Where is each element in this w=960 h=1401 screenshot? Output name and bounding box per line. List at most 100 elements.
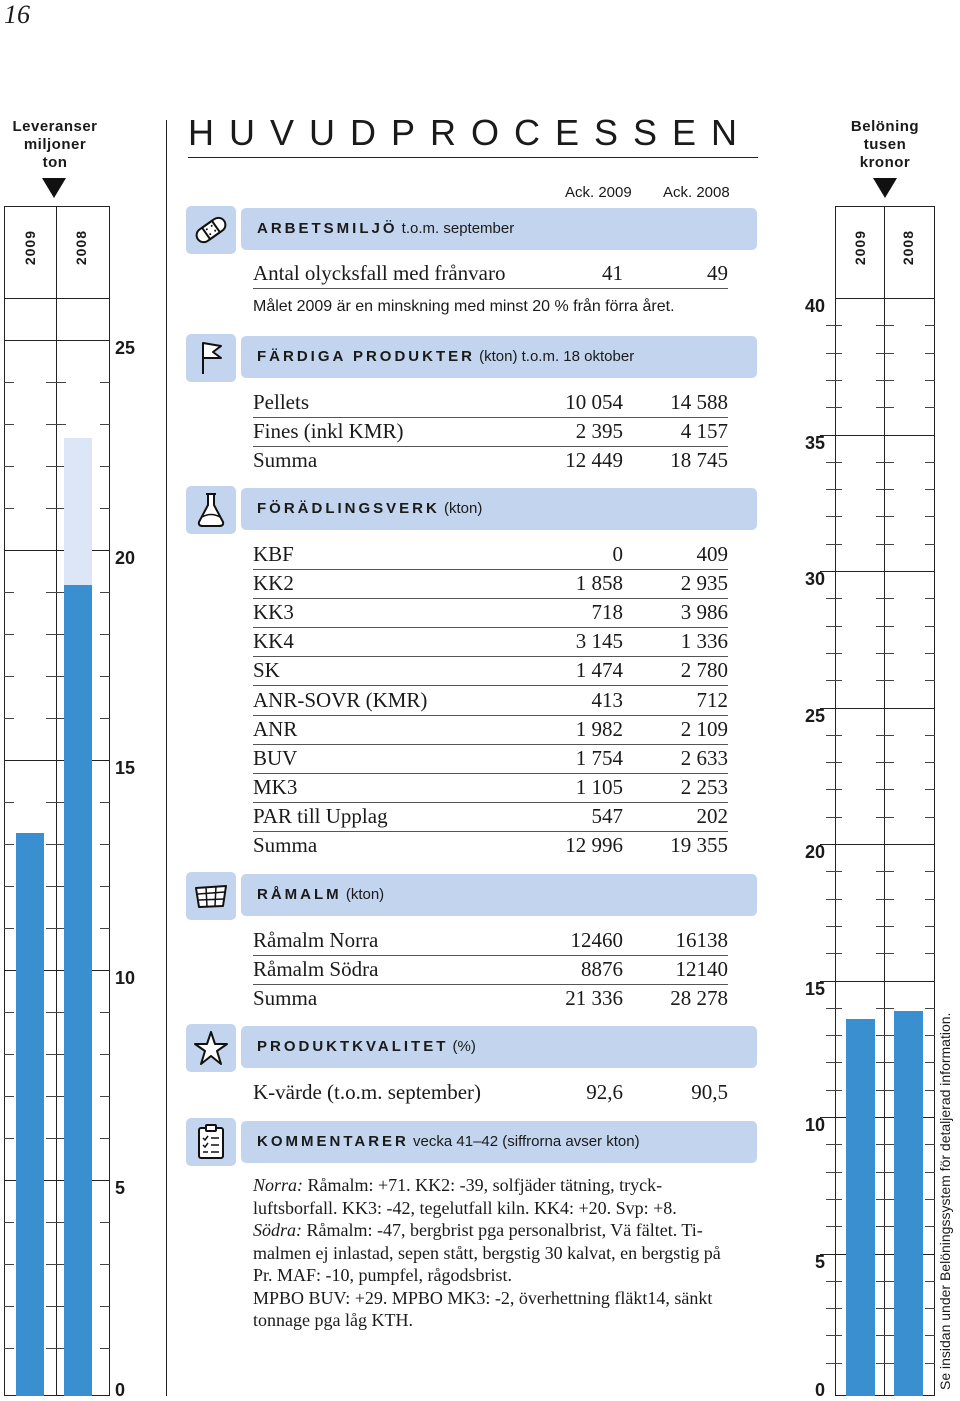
row-label: Summa [253,986,318,1010]
row-value-2008: 409 [696,542,729,566]
left-axis-title-line: Leveranser [12,118,98,135]
left-minor-tick [4,802,14,803]
right-axis-label: 30 [804,569,825,589]
right-minor-tick [826,680,842,682]
row-value-2008: 3 986 [680,600,728,625]
right-chart-divider [884,206,885,1396]
comment-sodra: Södra: Råmalm: -47, bergbrist pga person… [253,1219,733,1287]
section-header-produktkvalitet: PRODUKTKVALITET (%) [241,1026,757,1068]
right-minor-tick [876,1062,894,1064]
section-title: PRODUKTKVALITET [257,1038,449,1055]
left-minor-tick [100,844,110,845]
left-major-gridline [4,760,110,761]
table-row: KBF 0 409 [253,540,728,570]
row-label: BUV [253,745,298,770]
row-value-2008: 18 745 [670,448,728,472]
right-minor-tick [925,1035,935,1037]
right-minor-tick [925,461,935,463]
section-title: FÄRDIGA PRODUKTER [257,348,475,365]
left-minor-tick [46,424,66,425]
left-year-separator [4,298,110,299]
section-header-fardiga-produkter: FÄRDIGA PRODUKTER (kton) t.o.m. 18 oktob… [241,336,757,378]
row-label: SK [253,658,280,683]
right-minor-tick [826,1144,842,1146]
section-header-kommentarer: KOMMENTARER vecka 41–42 (siffrorna avser… [241,1121,757,1163]
row-value-2009: 10 054 [565,390,623,414]
comments-text: Norra: Råmalm: +71. KK2: -39, solfjäder … [253,1174,733,1332]
left-minor-tick [100,1096,110,1097]
right-minor-tick [925,871,935,873]
row-value-2009: 8876 [581,957,623,981]
left-minor-tick [100,886,110,887]
right-minor-tick [826,1226,842,1228]
right-axis-label: 15 [804,978,825,999]
left-minor-tick [100,802,110,803]
right-minor-tick [876,1362,894,1364]
left-minor-tick [46,1348,66,1349]
left-minor-tick [100,1054,110,1055]
right-minor-tick [925,925,935,927]
table-row: ANR 1 982 2 109 [253,715,728,745]
right-minor-tick [925,734,935,736]
goal-note: Målet 2009 är en minskning med minst 20 … [253,298,675,315]
left-minor-tick [46,466,66,467]
right-minor-tick [876,925,894,927]
row-value-2009: 1 982 [575,716,623,741]
table-row: ANR-SOVR (KMR) 413 712 [253,686,728,716]
left-minor-tick [4,382,14,383]
table-row: Summa 12 996 19 355 [253,831,728,860]
right-major-gridline [820,571,935,572]
down-arrow-icon [873,178,897,198]
row-value-2009: 1 474 [575,658,623,683]
left-minor-tick [46,508,66,509]
table-row: PAR till Upplag 547 202 [253,802,728,832]
left-minor-tick [4,844,14,845]
section-title: KOMMENTARER [257,1133,409,1150]
section-title: ARBETSMILJÖ [257,220,398,237]
row-value-2009: 718 [591,600,624,625]
right-minor-tick [876,1198,894,1200]
section-suffix: (kton) [439,500,483,517]
down-arrow-icon [42,178,66,198]
right-axis-title-line: Belöning [850,118,920,135]
left-minor-tick [46,886,66,887]
page-number: 16 [4,0,30,29]
row-value-2009: 547 [591,803,624,828]
row-label: Pellets [253,390,309,414]
left-minor-tick [4,1264,14,1265]
right-minor-tick [826,379,842,381]
left-minor-tick [4,1054,14,1055]
section-suffix: (kton) t.o.m. 18 oktober [474,348,635,365]
right-minor-tick [876,762,894,764]
comment-label: Norra: [253,1175,304,1195]
left-bar-2009 [16,833,44,1396]
left-minor-tick [100,424,110,425]
right-minor-tick [876,625,894,627]
left-minor-tick [46,1138,66,1139]
right-minor-tick [925,680,935,682]
left-minor-tick [100,1012,110,1013]
right-minor-tick [925,543,935,545]
right-minor-tick [826,407,842,409]
row-label: Råmalm Norra [253,928,379,952]
row-label: Fines (inkl KMR) [253,419,404,443]
right-minor-tick [925,598,935,600]
left-minor-tick [46,1012,66,1013]
row-value-2009: 12 449 [565,448,623,472]
right-minor-tick [876,352,894,354]
page-title: HUVUDPROCESSEN [188,112,753,153]
side-note: Se insidan under Belöningssystem för det… [937,1012,953,1390]
section-title: FÖRÄDLINGSVERK [257,500,440,517]
row-value-2008: 28 278 [670,986,728,1010]
right-minor-tick [876,1089,894,1091]
row-label: KK3 [253,600,294,625]
right-major-gridline [820,1117,935,1118]
row-value-2008: 2 935 [680,571,728,596]
col-header-2008: Ack. 2008 [663,184,730,201]
left-minor-tick [4,1306,14,1307]
left-minor-tick [46,1306,66,1307]
right-minor-tick [826,325,842,327]
row-value-2009: 41 [602,261,623,285]
right-year-separator [835,298,935,299]
right-minor-tick [826,816,842,818]
